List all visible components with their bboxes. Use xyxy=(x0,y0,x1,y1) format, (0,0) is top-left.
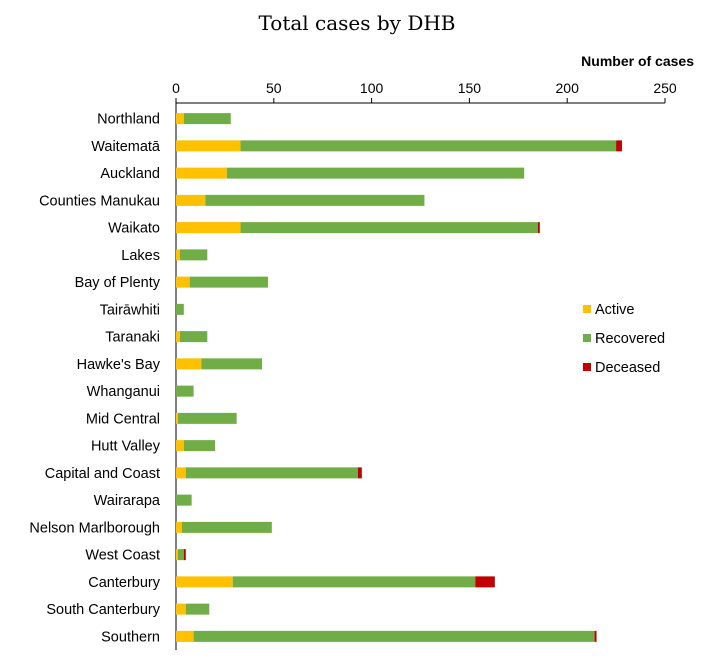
bar-active-segment xyxy=(176,249,180,261)
x-tick-label: 200 xyxy=(556,80,580,96)
bar-recovered-segment xyxy=(232,576,476,588)
bar-recovered-segment xyxy=(183,440,216,452)
bar-active-segment xyxy=(176,521,182,533)
bar-recovered-segment xyxy=(176,303,184,315)
bar-active-segment xyxy=(176,576,233,588)
y-category-label: Auckland xyxy=(100,166,160,182)
y-category-label: Whanganui xyxy=(87,384,160,400)
y-category-label: South Canterbury xyxy=(46,602,160,618)
y-axis: Northland Waitematā Auckland Counties Manuk… xyxy=(29,103,177,650)
legend-label-active: Active xyxy=(595,302,635,318)
legend-swatch-recovered xyxy=(583,334,591,342)
bar-recovered-segment xyxy=(201,358,263,370)
bar-active-segment xyxy=(176,331,180,343)
bar-recovered-segment xyxy=(183,113,231,125)
y-category-label: Northland xyxy=(97,112,160,128)
bar-recovered-segment xyxy=(226,167,525,179)
bar-recovered-segment xyxy=(240,222,538,234)
bar-deceased-segment xyxy=(357,467,362,479)
x-tick-label: 150 xyxy=(458,80,482,96)
y-category-label: Hawke's Bay xyxy=(77,357,161,373)
y-category-label: West Coast xyxy=(85,548,160,564)
bar-deceased-segment xyxy=(537,222,540,234)
legend-swatch-deceased xyxy=(583,363,591,371)
bar-deceased-segment xyxy=(183,549,186,561)
y-category-label: Lakes xyxy=(121,248,160,264)
bar-active-segment xyxy=(176,167,227,179)
bar-recovered-segment xyxy=(193,630,595,642)
legend-label-recovered: Recovered xyxy=(595,331,665,347)
bar-recovered-segment xyxy=(205,194,425,206)
x-tick-label: 0 xyxy=(172,80,180,96)
chart-title: Total cases by DHB xyxy=(258,11,455,35)
legend: Active Recovered Deceased xyxy=(583,302,665,376)
y-category-label: Canterbury xyxy=(88,575,160,591)
x-axis-title: Number of cases xyxy=(581,53,694,69)
y-category-label: Capital and Coast xyxy=(45,466,160,482)
y-category-label: Hutt Valley xyxy=(91,439,161,455)
y-category-label: Southern xyxy=(101,629,160,645)
bars xyxy=(176,113,622,642)
bar-recovered-segment xyxy=(177,549,184,561)
bar-recovered-segment xyxy=(185,603,210,615)
bar-recovered-segment xyxy=(176,385,194,397)
bar-recovered-segment xyxy=(185,467,358,479)
bar-deceased-segment xyxy=(594,630,597,642)
bar-active-segment xyxy=(176,140,241,152)
bar-active-segment xyxy=(176,467,186,479)
bar-recovered-segment xyxy=(179,249,208,261)
x-tick-label: 100 xyxy=(360,80,384,96)
bar-active-segment xyxy=(176,358,202,370)
y-category-label: Tairāwhiti xyxy=(100,302,160,318)
legend-swatch-active xyxy=(583,305,591,313)
y-category-label: Wairarapa xyxy=(94,493,161,509)
y-category-label: Nelson Marlborough xyxy=(29,520,160,536)
legend-label-deceased: Deceased xyxy=(595,360,660,376)
y-category-label: Waikato xyxy=(108,221,160,237)
x-tick-label: 250 xyxy=(653,80,677,96)
bar-active-segment xyxy=(176,440,184,452)
y-category-label: Waitematā xyxy=(91,139,161,155)
y-category-label: Counties Manukau xyxy=(39,193,160,209)
bar-active-segment xyxy=(176,113,184,125)
bar-active-segment xyxy=(176,276,190,288)
bar-active-segment xyxy=(176,549,178,561)
bar-recovered-segment xyxy=(177,412,237,424)
bar-active-segment xyxy=(176,194,206,206)
y-category-label: Taranaki xyxy=(105,330,160,346)
bar-recovered-segment xyxy=(176,494,192,506)
bar-recovered-segment xyxy=(179,331,208,343)
bar-active-segment xyxy=(176,412,178,424)
bar-deceased-segment xyxy=(616,140,622,152)
bar-active-segment xyxy=(176,630,194,642)
bar-recovered-segment xyxy=(189,276,268,288)
bar-recovered-segment xyxy=(240,140,617,152)
bar-active-segment xyxy=(176,222,241,234)
bar-deceased-segment xyxy=(475,576,495,588)
bar-active-segment xyxy=(176,603,186,615)
x-tick-label: 50 xyxy=(266,80,282,96)
bar-recovered-segment xyxy=(181,521,272,533)
y-category-label: Bay of Plenty xyxy=(75,275,161,291)
y-category-label: Mid Central xyxy=(86,411,160,427)
x-axis: 0 50 100 150 200 250 xyxy=(172,80,677,104)
